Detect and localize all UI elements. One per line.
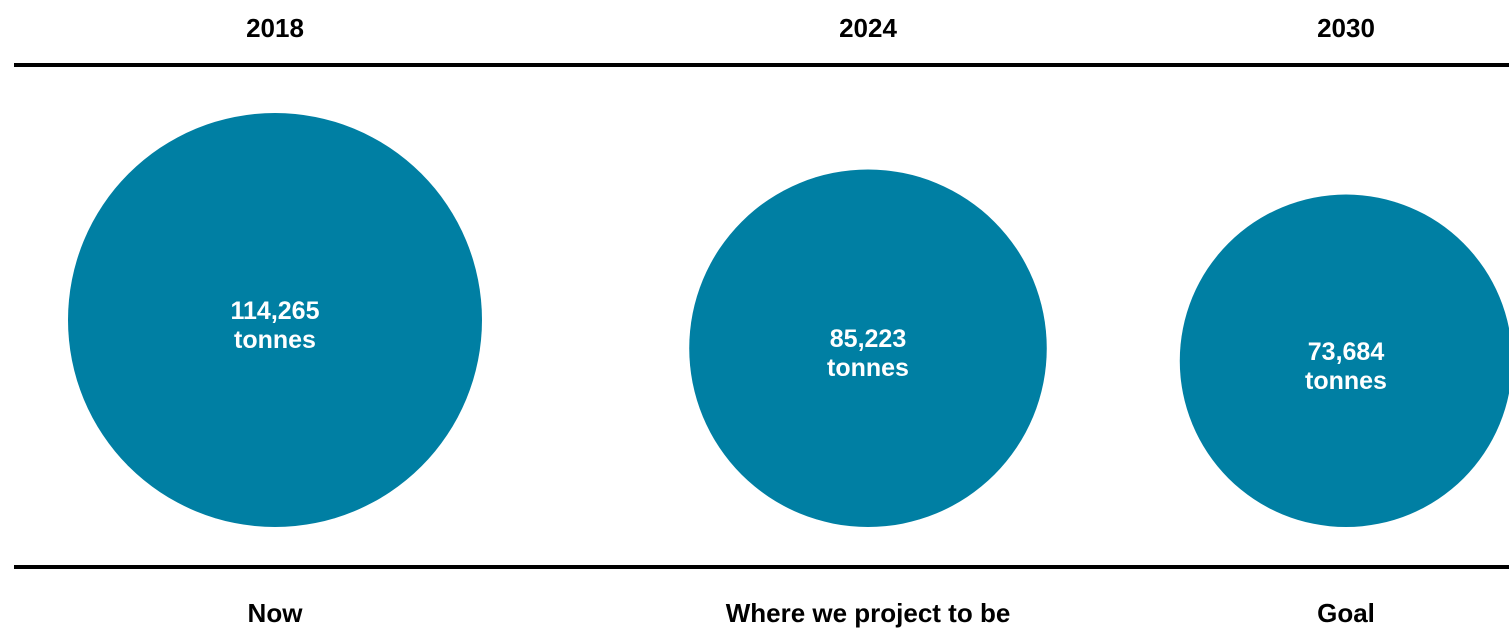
bubble-unit-label: tonnes (827, 354, 909, 382)
caption-label: Where we project to be (726, 598, 1011, 628)
bubble-value-label: 73,684 (1308, 338, 1385, 366)
year-label: 2030 (1317, 13, 1375, 43)
bubble-unit-label: tonnes (1305, 367, 1387, 395)
caption-label: Goal (1317, 598, 1375, 628)
bubble-value-label: 114,265 (231, 297, 320, 325)
bubble-unit-label: tonnes (234, 326, 316, 354)
year-label: 2018 (246, 13, 304, 43)
bubble (68, 113, 482, 527)
bubbles-layer: 2018114,265tonnesNow202485,223tonnesWher… (68, 13, 1509, 628)
caption-label: Now (248, 598, 304, 628)
bubble (1179, 194, 1509, 527)
bubble-value-label: 85,223 (830, 325, 906, 353)
year-label: 2024 (839, 13, 897, 43)
bubble (689, 169, 1047, 528)
